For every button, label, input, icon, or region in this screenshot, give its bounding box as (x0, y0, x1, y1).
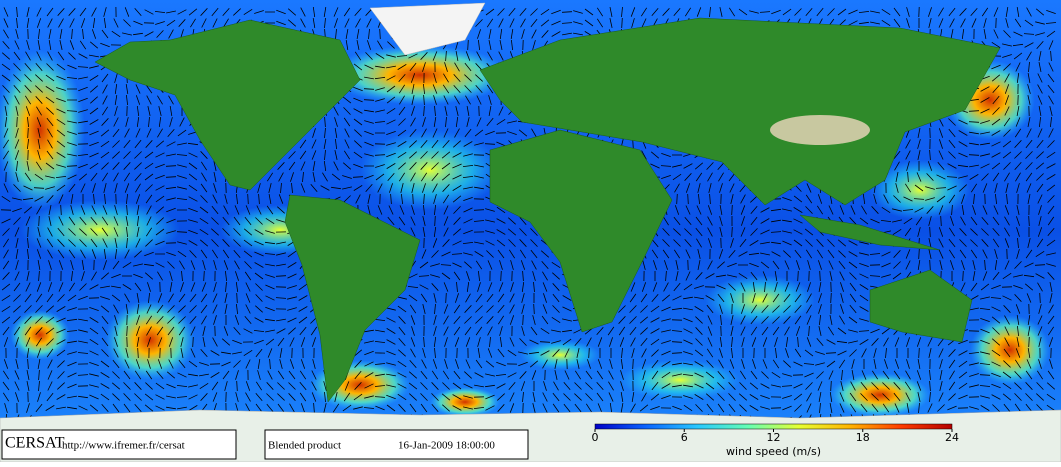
colorbar-tick-label: 6 (681, 431, 688, 444)
url: http://www.ifremer.fr/cersat (62, 440, 185, 452)
logo: CERSAT (5, 435, 65, 452)
footer: CERSAT http://www.ifremer.fr/cersat Blen… (1, 429, 529, 460)
colorbar-label: wind speed (m/s) (726, 445, 821, 458)
colorbar-tick-label: 0 (592, 431, 599, 444)
timestamp: 16-Jan-2009 18:00:00 (398, 440, 495, 452)
colorbar-tick-label: 12 (767, 431, 781, 444)
colorbar-scale (594, 423, 953, 430)
source-box (1, 429, 237, 460)
product: Blended product (268, 440, 341, 452)
colorbar: 0 6 12 18 24 wind speed (m/s) (592, 423, 959, 458)
product-box (264, 429, 529, 460)
colorbar-tick-label: 24 (945, 431, 959, 444)
colorbar-tick-label: 18 (856, 431, 870, 444)
